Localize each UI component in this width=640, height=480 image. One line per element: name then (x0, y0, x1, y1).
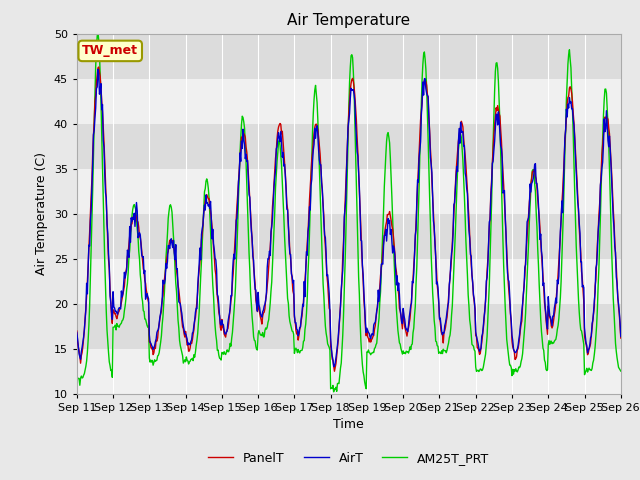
X-axis label: Time: Time (333, 418, 364, 431)
Bar (77, 34, 621, 79)
Bar (77, 123, 621, 168)
Bar (77, 79, 621, 123)
Bar (77, 214, 621, 259)
Line: PanelT: PanelT (77, 67, 621, 371)
Text: TW_met: TW_met (82, 44, 138, 58)
Legend: PanelT, AirT, AM25T_PRT: PanelT, AirT, AM25T_PRT (203, 447, 495, 469)
Bar (77, 168, 621, 214)
Line: AM25T_PRT: AM25T_PRT (77, 32, 621, 392)
Bar (77, 348, 621, 394)
Y-axis label: Air Temperature (C): Air Temperature (C) (35, 152, 48, 275)
Line: AirT: AirT (77, 70, 621, 367)
Bar (77, 303, 621, 348)
Bar (77, 259, 621, 303)
Title: Air Temperature: Air Temperature (287, 13, 410, 28)
